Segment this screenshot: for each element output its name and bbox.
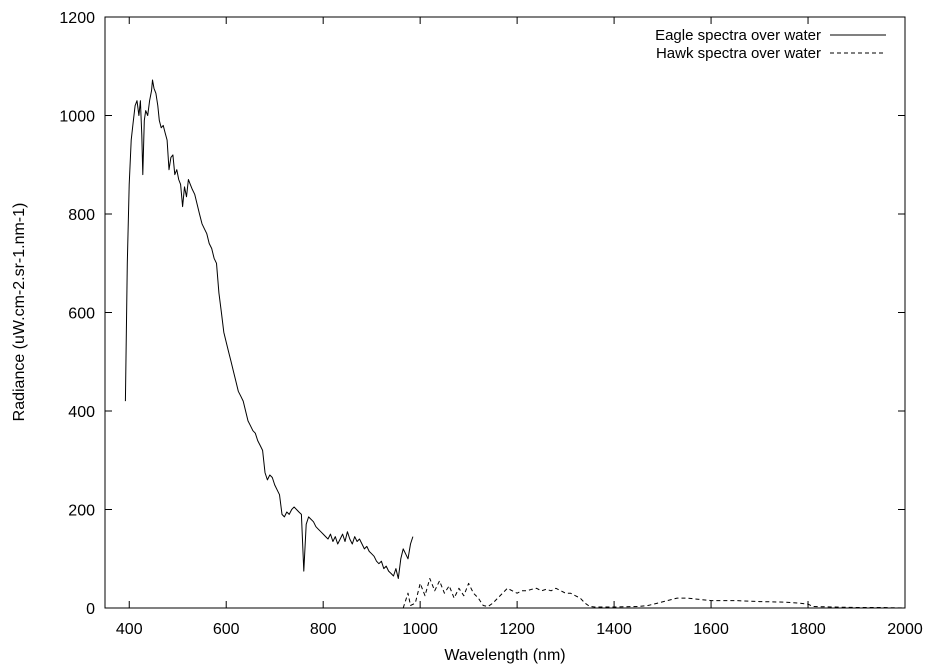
x-tick-label: 1800 (790, 621, 826, 638)
y-tick-label: 1000 (59, 109, 95, 126)
y-axis-label: Radiance (uW.cm-2.sr-1.nm-1) (11, 203, 28, 422)
x-axis-label: Wavelength (nm) (444, 647, 565, 664)
series-line-eagle (124, 79, 414, 579)
y-tick-label: 600 (68, 306, 95, 323)
legend: Eagle spectra over water Hawk spectra ov… (655, 27, 886, 62)
y-tick-label: 0 (86, 601, 95, 618)
plot-area-frame (104, 16, 906, 609)
x-tick-label: 1400 (596, 621, 632, 638)
x-tick-label: 1600 (693, 621, 729, 638)
y-tick-label: 800 (68, 207, 95, 224)
x-tick-label: 1200 (499, 621, 535, 638)
series-line-hawk (402, 578, 906, 609)
x-tick-label: 600 (213, 621, 240, 638)
y-tick-label: 1200 (59, 10, 95, 27)
x-tick-label: 2000 (887, 621, 923, 638)
y-tick-label: 200 (68, 503, 95, 520)
x-tick-label: 800 (310, 621, 337, 638)
x-tick-label: 400 (116, 621, 143, 638)
legend-label-eagle: Eagle spectra over water (655, 27, 821, 44)
legend-label-hawk: Hawk spectra over water (656, 45, 821, 62)
y-tick-label: 400 (68, 404, 95, 421)
x-tick-label: 1000 (402, 621, 438, 638)
